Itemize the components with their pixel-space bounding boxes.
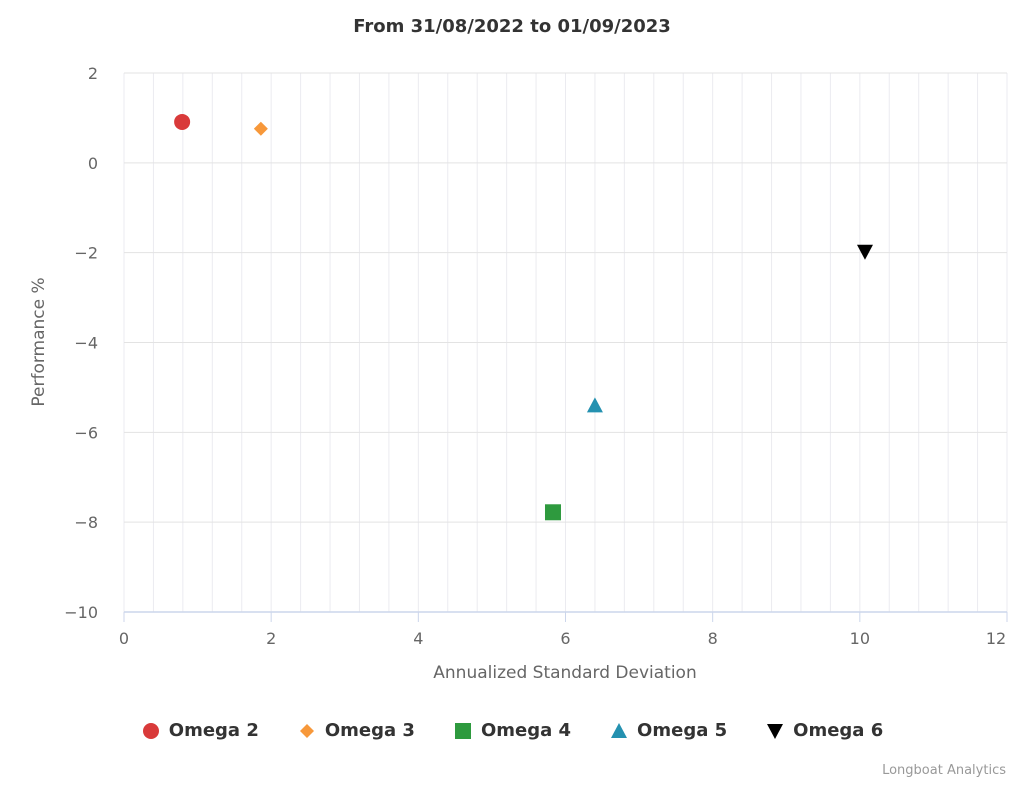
x-tick-label: 0 [119, 629, 129, 648]
legend-label: Omega 2 [168, 720, 259, 741]
legend: Omega 2 Omega 3 Omega 4 Omega 5 Omega 6 [0, 720, 1024, 741]
data-point-omega-6[interactable] [856, 244, 873, 260]
legend-symbol[interactable] [299, 723, 314, 738]
x-tick-label: 12 [986, 629, 1006, 648]
y-tick-label: −8 [74, 513, 98, 532]
legend-label: Omega 6 [793, 720, 884, 741]
triangle-down-marker-icon [767, 723, 784, 739]
triangle-marker-icon [611, 722, 628, 738]
credit-link[interactable]: Longboat Analytics [882, 763, 1006, 778]
legend-label: Omega 4 [480, 720, 572, 741]
legend-item[interactable]: Omega 2 [141, 720, 259, 741]
data-point-omega-3[interactable] [253, 121, 268, 136]
legend-symbol[interactable] [767, 723, 784, 739]
legend-item[interactable]: Omega 3 [297, 720, 415, 741]
legend-symbol[interactable] [611, 722, 628, 738]
y-tick-label: 2 [88, 64, 98, 83]
y-axis-label: Performance % [29, 277, 49, 406]
y-tick-label: 0 [88, 154, 98, 173]
legend-symbol[interactable] [142, 722, 159, 739]
data-point-omega-2[interactable] [174, 113, 191, 130]
y-tick-label: −10 [64, 603, 98, 622]
y-tick-label: −2 [74, 244, 98, 263]
legend-label: Omega 5 [637, 720, 728, 741]
x-axis-label: Annualized Standard Deviation [433, 663, 696, 683]
legend-label: Omega 3 [324, 720, 415, 741]
legend-symbol[interactable] [454, 722, 471, 739]
data-point-omega-4[interactable] [544, 504, 561, 521]
legend-item[interactable]: Omega 5 [609, 720, 727, 741]
circle-marker-icon [142, 722, 159, 739]
x-tick-label: 2 [266, 629, 276, 648]
diamond-marker-icon [299, 723, 314, 738]
x-tick-label: 4 [413, 629, 423, 648]
y-tick-label: −6 [74, 423, 98, 442]
x-tick-label: 10 [850, 629, 870, 648]
chart-title: From 31/08/2022 to 01/09/2023 [353, 16, 671, 37]
square-marker-icon [454, 722, 471, 739]
x-tick-label: 6 [560, 629, 570, 648]
scatter-chart: From 31/08/2022 to 01/09/2023 0 2 4 6 8 10 12 … [29, 16, 1008, 683]
legend-item[interactable]: Omega 4 [453, 720, 571, 741]
data-point-omega-5[interactable] [586, 397, 603, 413]
x-tick-label: 8 [708, 629, 718, 648]
legend-item[interactable]: Omega 6 [765, 720, 883, 741]
y-tick-label: −4 [74, 334, 98, 353]
